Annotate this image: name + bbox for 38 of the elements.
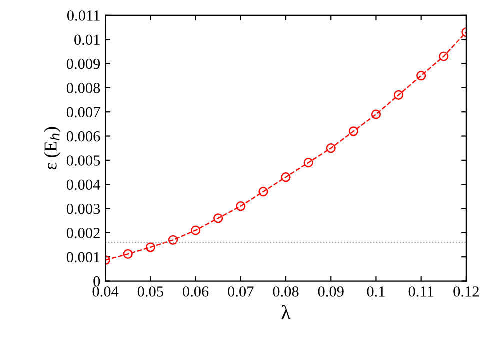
y-tick-label: 0.006 (66, 131, 100, 142)
y-tick-label: 0.011 (67, 10, 100, 21)
x-axis-title: λ (282, 305, 291, 320)
x-tick-label: 0.1 (367, 286, 385, 297)
point (123, 249, 133, 259)
y-tick-label: 0.003 (66, 204, 100, 214)
x-tick-label: 0.06 (183, 286, 209, 297)
point (168, 235, 178, 245)
x-tick-label: 0.05 (138, 286, 164, 297)
point (304, 158, 314, 168)
point (236, 202, 246, 212)
point (258, 187, 268, 197)
point (394, 90, 404, 100)
x-tick-label: 0.12 (454, 286, 479, 297)
y-tick-label: 0.01 (74, 34, 100, 46)
point (416, 71, 426, 81)
point (214, 214, 224, 224)
y-tick-label: 0.001 (66, 252, 100, 263)
y-tick-label: 0.005 (66, 156, 100, 166)
y-tick-label: 0.009 (66, 58, 100, 70)
x-tick-label: 0.11 (408, 286, 434, 297)
point (348, 126, 358, 136)
point (190, 226, 201, 236)
y-tick-label: 0.002 (66, 228, 100, 238)
x-tick-label: 0.04 (92, 286, 119, 297)
point (439, 52, 449, 62)
point (371, 110, 382, 120)
y-tick-label: 0.008 (66, 83, 100, 94)
y-tick-label: 0.007 (66, 107, 100, 118)
y-tick-label: 0.004 (66, 180, 100, 190)
point (281, 172, 291, 182)
point (146, 242, 156, 252)
y-axis-title: ε (E$_{h}$) (44, 127, 61, 170)
y-tick-label: 0 (94, 276, 100, 287)
x-tick-label: 0.08 (273, 286, 299, 297)
point (326, 144, 336, 154)
x-tick-label: 0.09 (318, 286, 344, 297)
x-tick-label: 0.07 (228, 286, 254, 297)
